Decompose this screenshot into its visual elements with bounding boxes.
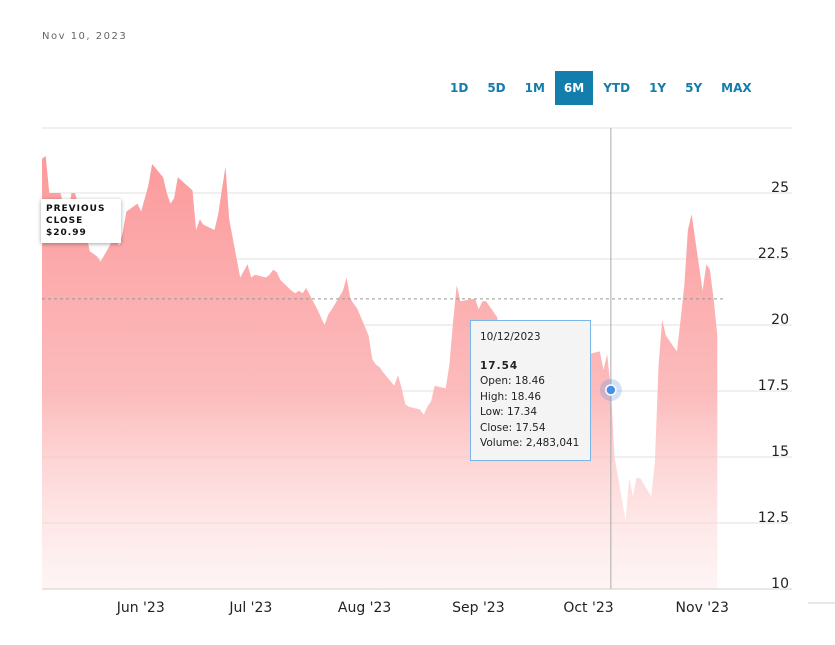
x-tick-label: Jun '23: [116, 600, 165, 616]
y-tick-label: 22.5: [758, 246, 789, 262]
tooltip-low: Low: 17.34: [480, 406, 538, 418]
range-tabs: 1D 5D 1M 6M YTD 1Y 5Y MAX: [440, 71, 761, 105]
x-tick-label: Jul '23: [228, 600, 272, 616]
price-area-path: [42, 156, 718, 589]
previous-close-line2: CLOSE: [46, 216, 84, 226]
previous-close-label: PREVIOUS CLOSE $20.99: [41, 199, 121, 243]
previous-close-line1: PREVIOUS: [46, 204, 106, 214]
range-tab-max[interactable]: MAX: [721, 81, 752, 95]
price-area: [42, 156, 718, 589]
range-tab-5y[interactable]: 5Y: [685, 81, 703, 95]
y-tick-label: 10: [771, 576, 789, 592]
range-tab-1d[interactable]: 1D: [450, 81, 469, 95]
tooltip-open: Open: 18.46: [480, 375, 545, 387]
x-tick-label: Oct '23: [563, 600, 613, 616]
y-tick-label: 20: [771, 312, 789, 328]
crosshair-marker: [605, 384, 617, 396]
x-tick-label: Sep '23: [452, 600, 505, 616]
range-tab-5d[interactable]: 5D: [487, 81, 506, 95]
x-tick-label: Aug '23: [338, 600, 391, 616]
y-axis: 25 22.5 20 17.5 15 12.5 10: [758, 180, 789, 592]
y-tick-label: 15: [771, 444, 789, 460]
y-tick-label: 12.5: [758, 510, 789, 526]
price-tooltip: 10/12/2023 17.54 Open: 18.46 High: 18.46…: [470, 320, 591, 461]
range-tab-1y[interactable]: 1Y: [649, 81, 667, 95]
tooltip-date: 10/12/2023: [480, 331, 541, 343]
tooltip-high: High: 18.46: [480, 390, 542, 403]
range-tab-ytd[interactable]: YTD: [603, 81, 631, 95]
range-tab-1m[interactable]: 1M: [524, 81, 545, 95]
y-tick-label: 25: [771, 180, 789, 196]
previous-close-value: $20.99: [46, 228, 87, 238]
tooltip-price: 17.54: [480, 359, 519, 372]
tooltip-close: Close: 17.54: [480, 421, 546, 434]
tooltip-volume: Volume: 2,483,041: [480, 437, 580, 449]
range-tab-6m[interactable]: 6M: [554, 71, 594, 105]
y-tick-label: 17.5: [758, 378, 789, 394]
x-axis: Jun '23 Jul '23 Aug '23 Sep '23 Oct '23 Nov '…: [116, 600, 729, 616]
chart-overlays: [42, 128, 835, 604]
date-label: Nov 10, 2023: [42, 31, 128, 42]
x-tick-label: Nov '23: [676, 600, 729, 616]
